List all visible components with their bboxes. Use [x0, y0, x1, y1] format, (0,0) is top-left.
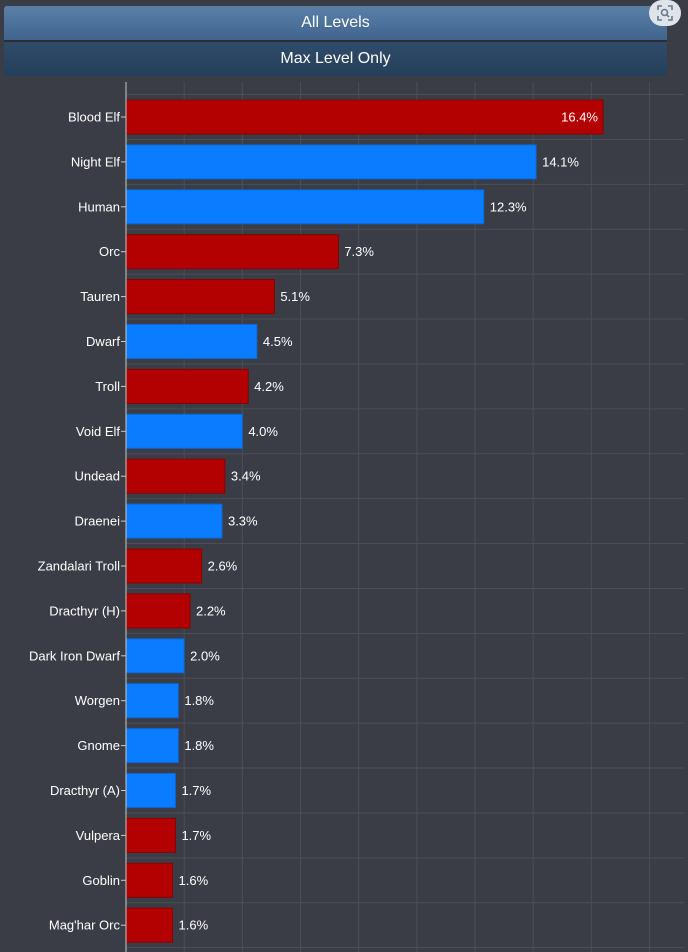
bar-blood-elf[interactable] [125, 99, 604, 135]
bar-goblin[interactable] [125, 862, 174, 898]
category-label: Gnome [77, 738, 120, 753]
value-label: 4.0% [248, 424, 278, 439]
bar-orc[interactable] [125, 234, 339, 270]
value-label: 16.4% [561, 110, 598, 125]
category-label: Worgen [75, 693, 120, 708]
value-label: 1.6% [179, 918, 209, 933]
value-label: 7.3% [344, 244, 374, 259]
value-label: 2.6% [208, 559, 238, 574]
category-label: Mag'har Orc [49, 918, 121, 933]
category-label: Zandalari Troll [38, 559, 120, 574]
chart-grid [126, 82, 684, 952]
bar-dracthyr-a-[interactable] [125, 773, 176, 808]
bar-mag-har-orc[interactable] [125, 907, 174, 943]
value-label: 2.2% [196, 603, 226, 618]
category-label: Human [78, 199, 120, 214]
tab-max-level-only-label: Max Level Only [280, 50, 391, 67]
category-label: Void Elf [76, 424, 120, 439]
value-label: 4.5% [263, 334, 293, 349]
value-label: 1.8% [184, 738, 214, 753]
category-label: Troll [95, 379, 120, 394]
chart-category-labels: Blood Elf Night Elf Human Orc Tauren Dwarf Tro… [29, 110, 126, 933]
value-label: 12.3% [490, 199, 527, 214]
bar-zandalari-troll[interactable] [125, 548, 203, 584]
value-label: 1.6% [179, 873, 209, 888]
bar-troll[interactable] [125, 368, 249, 404]
bar-draenei[interactable] [125, 503, 223, 539]
value-label: 14.1% [542, 154, 579, 169]
chart-bars [125, 99, 604, 943]
bar-worgen[interactable] [125, 683, 179, 719]
category-label: Night Elf [71, 154, 121, 169]
category-label: Draenei [74, 514, 120, 529]
bar-dark-iron-dwarf[interactable] [125, 638, 185, 674]
bar-vulpera[interactable] [125, 817, 176, 853]
bar-gnome[interactable] [125, 728, 179, 764]
bar-chart: Blood Elf Night Elf Human Orc Tauren Dwarf Tro… [29, 82, 684, 952]
value-label: 5.1% [280, 289, 310, 304]
value-label: 2.0% [190, 648, 220, 663]
category-label: Undead [74, 469, 120, 484]
value-label: 1.7% [181, 828, 211, 843]
chart-value-labels: 16.4% 14.1% 12.3% 7.3% 5.1% 4.5% 4.2% 4.0% 3.4% 3… [179, 110, 599, 933]
bar-void-elf[interactable] [125, 413, 243, 449]
category-label: Vulpera [76, 828, 121, 843]
bar-night-elf[interactable] [125, 144, 537, 180]
category-label: Dark Iron Dwarf [29, 648, 120, 663]
category-label: Dwarf [86, 334, 120, 349]
bar-dracthyr-h-[interactable] [125, 593, 191, 629]
bar-tauren[interactable] [125, 279, 275, 315]
value-label: 3.3% [228, 514, 258, 529]
tab-max-level-only[interactable]: Max Level Only [4, 42, 667, 76]
value-label: 1.7% [181, 783, 211, 798]
category-label: Dracthyr (A) [50, 783, 120, 798]
category-label: Tauren [80, 289, 120, 304]
bar-undead[interactable] [125, 458, 226, 494]
tab-all-levels[interactable]: All Levels [4, 6, 667, 40]
bar-dwarf[interactable] [125, 324, 258, 359]
value-label: 1.8% [184, 693, 214, 708]
tab-all-levels-label: All Levels [301, 14, 370, 31]
value-label: 4.2% [254, 379, 284, 394]
category-label: Dracthyr (H) [49, 603, 120, 618]
value-label: 3.4% [231, 469, 261, 484]
image-search-icon[interactable] [649, 0, 681, 26]
bar-chart-area: Blood Elf Night Elf Human Orc Tauren Dwarf Tro… [0, 82, 688, 952]
category-label: Blood Elf [68, 110, 120, 125]
bar-human[interactable] [125, 189, 485, 225]
category-label: Orc [99, 244, 120, 259]
image-search-icon-glyph [657, 5, 673, 21]
tab-divider [4, 40, 667, 42]
category-label: Goblin [82, 873, 120, 888]
